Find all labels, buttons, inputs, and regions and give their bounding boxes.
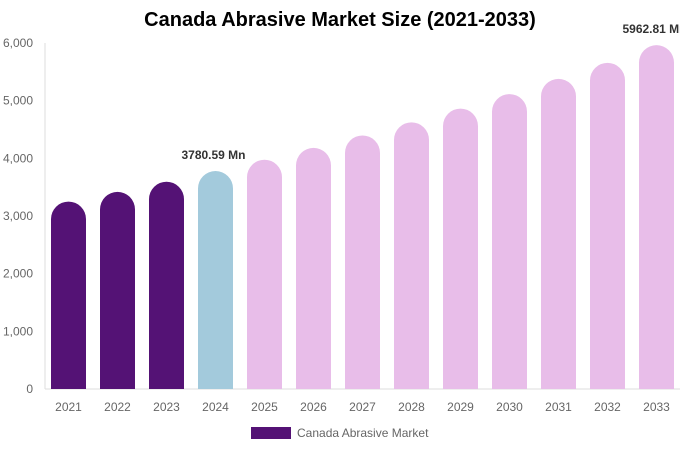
bar-2026 — [296, 147, 331, 389]
x-tick-label: 2023 — [153, 400, 180, 414]
bar-2027 — [345, 135, 380, 389]
data-label: 3780.59 Mn — [181, 148, 245, 162]
y-tick-label: 0 — [26, 382, 33, 396]
x-tick-label: 2025 — [251, 400, 278, 414]
bar-2031 — [541, 78, 576, 390]
x-tick-label: 2030 — [496, 400, 523, 414]
legend-swatch — [251, 427, 291, 439]
x-tick-label: 2022 — [104, 400, 131, 414]
y-tick-label: 6,000 — [3, 36, 33, 50]
y-tick-label: 2,000 — [3, 267, 33, 281]
x-tick-label: 2026 — [300, 400, 327, 414]
x-tick-label: 2031 — [545, 400, 572, 414]
data-label: 5962.81 Mn — [622, 22, 680, 36]
x-tick-label: 2021 — [55, 400, 82, 414]
x-tick-label: 2028 — [398, 400, 425, 414]
y-tick-label: 4,000 — [3, 151, 33, 165]
bar-2029 — [443, 108, 478, 389]
bar-2030 — [492, 94, 527, 390]
bar-2022 — [100, 191, 135, 389]
y-tick-label: 5,000 — [3, 94, 33, 108]
chart-title: Canada Abrasive Market Size (2021-2033) — [144, 9, 536, 31]
x-tick-label: 2027 — [349, 400, 376, 414]
bar-2028 — [394, 122, 429, 389]
x-tick-label: 2032 — [594, 400, 621, 414]
x-tick-label: 2029 — [447, 400, 474, 414]
bar-2025 — [247, 159, 282, 389]
y-tick-label: 3,000 — [3, 209, 33, 223]
legend-label: Canada Abrasive Market — [297, 426, 429, 440]
y-tick-label: 1,000 — [3, 324, 33, 338]
bar-2024 — [198, 170, 233, 389]
bar-2023 — [149, 181, 184, 389]
bar-2032 — [590, 62, 625, 389]
bar-2021 — [51, 201, 86, 389]
x-tick-label: 2024 — [202, 400, 229, 414]
x-tick-label: 2033 — [643, 400, 670, 414]
bar-2033 — [639, 45, 674, 389]
legend[interactable]: Canada Abrasive Market — [251, 426, 428, 440]
